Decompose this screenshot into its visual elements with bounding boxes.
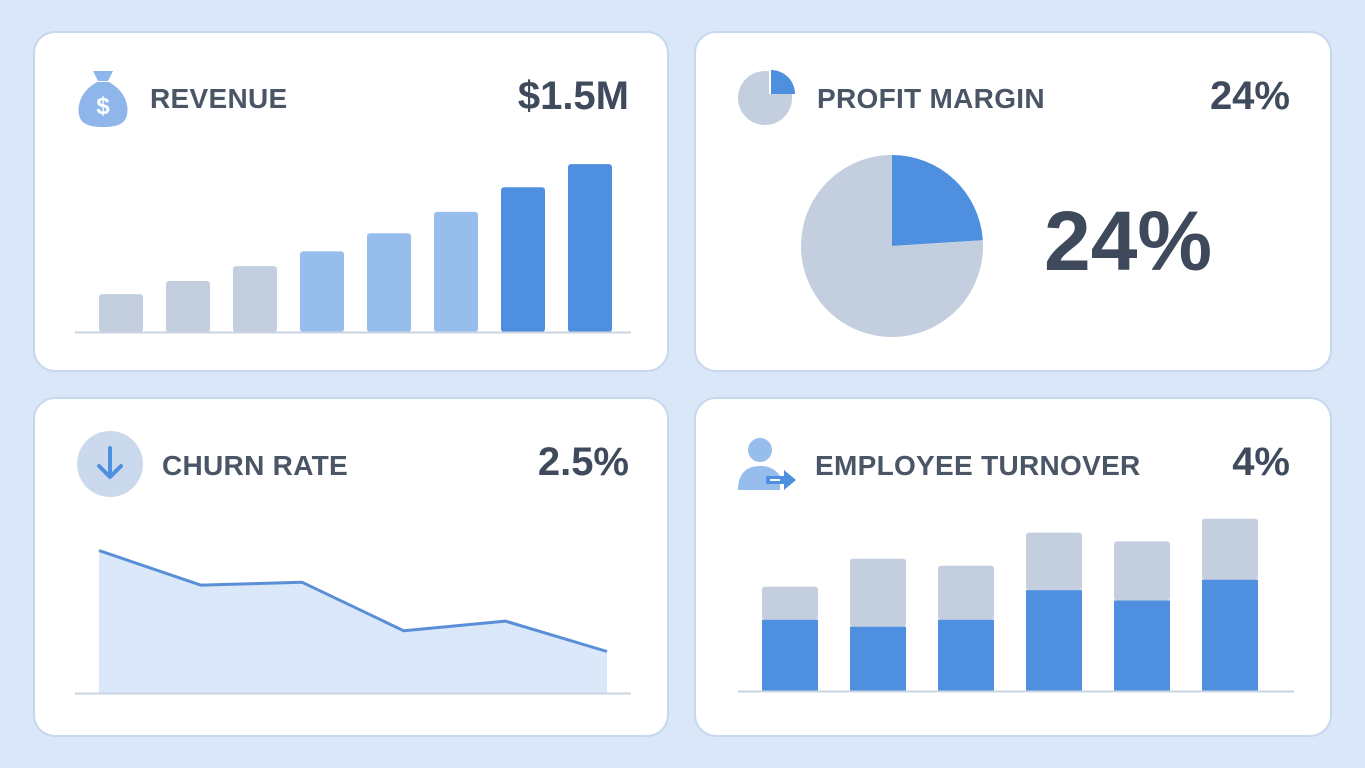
turnover-bar-lower (762, 619, 818, 691)
turnover-bar-upper (1026, 532, 1082, 591)
turnover-bar-upper (938, 565, 994, 620)
money-bag-icon: $ (78, 71, 128, 127)
turnover-bar-upper (1114, 541, 1170, 601)
revenue-bar-chart (75, 164, 631, 334)
revenue-title: REVENUE (150, 83, 288, 114)
turnover-bar-upper (850, 558, 906, 627)
revenue-bar (99, 294, 143, 332)
turnover-bar-lower (938, 619, 994, 691)
turnover-bar-lower (1026, 590, 1082, 691)
churn-rate-value: 2.5% (537, 440, 629, 484)
turnover-bar-upper (762, 586, 818, 620)
profit-pie-chart (801, 155, 983, 337)
churn-area-chart (75, 549, 631, 695)
profit-margin-title: PROFIT MARGIN (817, 83, 1045, 114)
revenue-bar (501, 187, 545, 332)
turnover-bar-lower (1114, 600, 1170, 691)
revenue-card: $ REVENUE $1.5M (33, 31, 669, 372)
profit-pie-slice (892, 155, 983, 246)
employee-turnover-title: EMPLOYEE TURNOVER (815, 450, 1141, 481)
revenue-bar (300, 251, 344, 332)
turnover-bar-lower (1202, 579, 1258, 691)
churn-line (98, 549, 608, 653)
turnover-bar-lower (850, 626, 906, 691)
churn-rate-card: CHURN RATE 2.5% (33, 397, 669, 737)
revenue-bar (434, 211, 478, 332)
churn-area-fill (99, 550, 607, 693)
svg-text:$: $ (96, 93, 110, 120)
churn-rate-title: CHURN RATE (162, 450, 349, 481)
user-exit-icon (738, 438, 796, 490)
revenue-bar (568, 164, 612, 332)
profit-margin-card: PROFIT MARGIN 24% 24% (694, 31, 1332, 372)
turnover-bar-upper (1202, 518, 1258, 580)
profit-margin-value: 24% (1209, 74, 1290, 118)
arrow-down-circle-icon (77, 431, 143, 497)
revenue-bar (367, 233, 411, 332)
employee-turnover-value: 4% (1232, 440, 1290, 484)
profit-pie-slice (801, 155, 983, 337)
profit-margin-big-value: 24% (1044, 194, 1213, 288)
revenue-value: $1.5M (517, 74, 629, 118)
revenue-bar (166, 280, 210, 332)
turnover-stacked-bar-chart (738, 518, 1294, 693)
revenue-bar (233, 266, 277, 332)
employee-turnover-card: EMPLOYEE TURNOVER 4% (694, 397, 1332, 737)
pie-icon (738, 70, 795, 125)
